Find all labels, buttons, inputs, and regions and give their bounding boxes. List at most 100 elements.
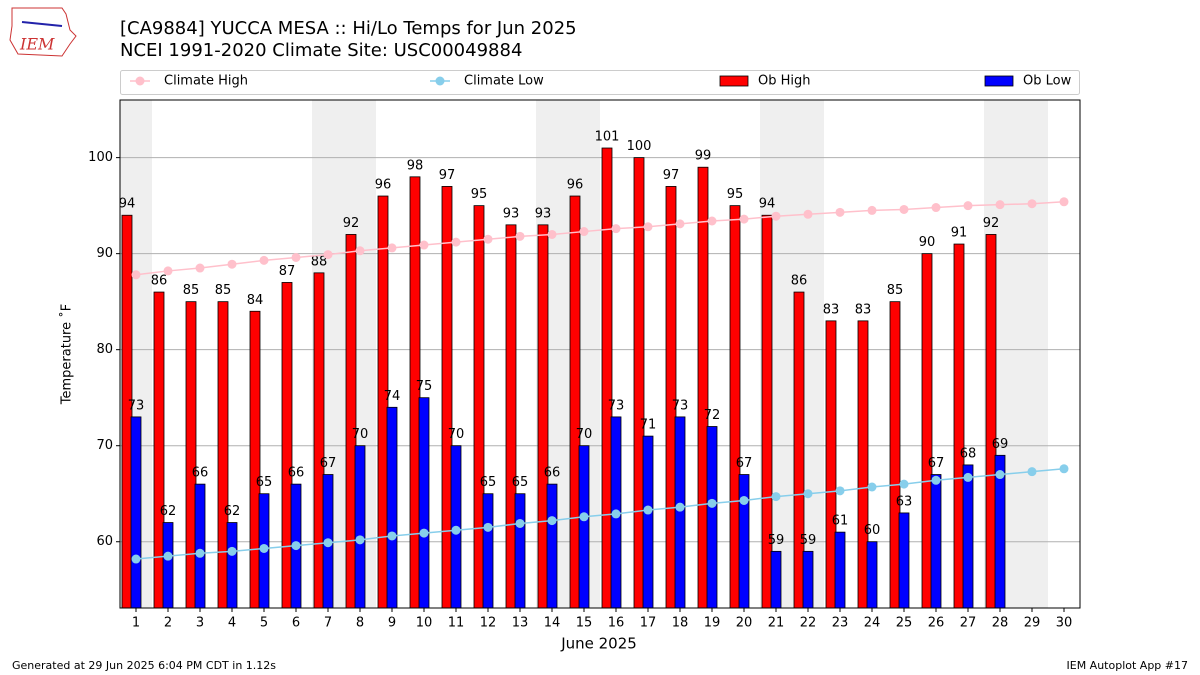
marker (963, 472, 973, 482)
marker (163, 266, 173, 276)
marker (451, 237, 461, 247)
y-tick-label: 80 (96, 342, 113, 357)
value-label: 85 (887, 283, 904, 298)
marker (547, 229, 557, 239)
value-label: 66 (288, 466, 305, 481)
chart-subtitle: NCEI 1991-2020 Climate Site: USC00049884 (120, 40, 522, 61)
value-label: 93 (503, 206, 520, 221)
marker (675, 219, 685, 229)
value-label: 97 (663, 168, 680, 183)
legend-label: Ob Low (1023, 74, 1072, 89)
x-tick-label: 8 (356, 616, 364, 631)
bar (802, 550, 814, 609)
bar (642, 435, 654, 609)
marker (515, 231, 525, 241)
marker (579, 512, 589, 522)
x-tick-label: 5 (260, 616, 268, 631)
chart-title: [CA9884] YUCCA MESA :: Hi/Lo Temps for J… (120, 18, 577, 39)
y-tick-label: 90 (96, 246, 113, 261)
marker (419, 240, 429, 250)
line (135, 468, 1065, 560)
value-label: 96 (375, 178, 392, 193)
marker (227, 546, 237, 556)
marker (547, 516, 557, 526)
weekend-shade (1016, 100, 1048, 608)
value-label: 75 (416, 379, 433, 394)
marker (771, 492, 781, 502)
marker (451, 525, 461, 535)
x-tick-label: 25 (896, 616, 913, 631)
x-tick-label: 27 (960, 616, 977, 631)
x-tick-label: 6 (292, 616, 300, 631)
legend-label: Climate Low (464, 74, 544, 89)
bar (217, 301, 229, 609)
value-label: 70 (448, 427, 465, 442)
x-axis-label: June 2025 (560, 635, 637, 653)
y-axis-label: Temperature ˚F (59, 304, 75, 405)
legend-swatch (719, 75, 749, 87)
value-label: 59 (768, 533, 785, 548)
value-label: 70 (352, 427, 369, 442)
bar (857, 320, 869, 609)
x-tick-label: 30 (1056, 616, 1073, 631)
value-label: 67 (928, 456, 945, 471)
value-label: 62 (224, 504, 241, 519)
marker (1027, 467, 1037, 477)
value-label: 61 (832, 514, 849, 529)
y-tick-label: 70 (96, 438, 113, 453)
value-label: 59 (800, 533, 817, 548)
value-label: 67 (320, 456, 337, 471)
value-label: 65 (512, 475, 529, 490)
value-label: 91 (951, 226, 968, 241)
x-tick-label: 17 (640, 616, 657, 631)
marker (643, 505, 653, 515)
bar (441, 186, 453, 609)
marker (163, 551, 173, 561)
bar (153, 291, 165, 609)
marker (355, 246, 365, 256)
value-label: 99 (695, 149, 712, 164)
value-label: 63 (896, 494, 913, 509)
bar (889, 301, 901, 609)
bar (226, 522, 238, 609)
value-label: 67 (736, 456, 753, 471)
marker (323, 538, 333, 548)
marker (995, 470, 1005, 480)
x-tick-label: 29 (1024, 616, 1041, 631)
marker (291, 541, 301, 551)
bar (729, 205, 741, 609)
marker (867, 205, 877, 215)
marker (259, 255, 269, 265)
value-label: 88 (311, 254, 328, 269)
value-label: 100 (627, 139, 652, 154)
bar (514, 493, 526, 609)
value-label: 60 (864, 523, 881, 538)
bar (985, 234, 997, 609)
bar (281, 282, 293, 609)
marker (803, 209, 813, 219)
value-label: 73 (672, 398, 689, 413)
marker (643, 222, 653, 232)
x-tick-label: 10 (416, 616, 433, 631)
bar (418, 397, 430, 609)
logo-text: IEM (19, 35, 55, 54)
x-tick-label: 2 (164, 616, 172, 631)
value-label: 72 (704, 408, 721, 423)
marker (387, 243, 397, 253)
value-label: 92 (983, 216, 1000, 231)
x-tick-label: 28 (992, 616, 1009, 631)
value-label: 86 (791, 274, 808, 289)
bar (386, 406, 398, 609)
marker (1059, 464, 1069, 474)
bar (706, 426, 718, 609)
marker (931, 203, 941, 213)
bar (962, 464, 974, 609)
marker (867, 482, 877, 492)
value-label: 85 (215, 283, 232, 298)
value-label: 87 (279, 264, 296, 279)
x-tick-label: 19 (704, 616, 721, 631)
value-label: 98 (407, 158, 424, 173)
marker (579, 227, 589, 237)
logo: IEM (9, 7, 77, 57)
